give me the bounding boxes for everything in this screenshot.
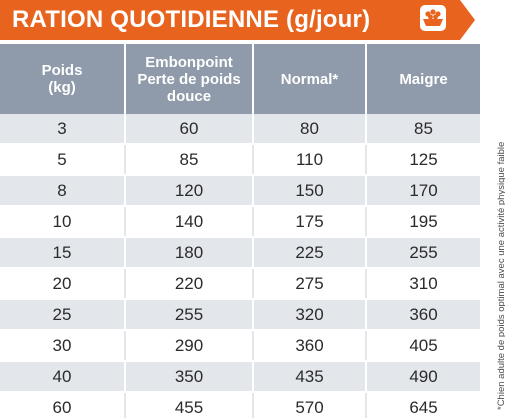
- table-header-row: Poids (kg) Embonpoint Perte de poids dou…: [0, 44, 480, 114]
- table-row: 15 180 225 255: [0, 237, 480, 269]
- cell-poids: 15: [0, 237, 126, 269]
- cell-poids: 8: [0, 175, 126, 207]
- table-row: 30 290 360 405: [0, 330, 480, 362]
- cell-normal: 110: [253, 144, 367, 176]
- cell-poids: 30: [0, 330, 126, 362]
- cell-poids: 20: [0, 268, 126, 300]
- cell-embonpoint: 220: [125, 268, 254, 300]
- cell-maigre: 490: [366, 361, 480, 393]
- table-row: 25 255 320 360: [0, 299, 480, 331]
- cell-normal: 225: [253, 237, 367, 269]
- cell-embonpoint: 60: [125, 114, 254, 145]
- cell-maigre: 170: [366, 175, 480, 207]
- footnote: *Chien adulte de poids optimal avec une …: [496, 141, 505, 410]
- cell-normal: 435: [253, 361, 367, 393]
- cell-poids: 3: [0, 114, 126, 145]
- cell-embonpoint: 350: [125, 361, 254, 393]
- table-row: 60 455 570 645: [0, 392, 480, 418]
- cell-embonpoint: 85: [125, 144, 254, 176]
- cell-embonpoint: 255: [125, 299, 254, 331]
- cell-poids: 10: [0, 206, 126, 238]
- cell-maigre: 195: [366, 206, 480, 238]
- cell-embonpoint: 140: [125, 206, 254, 238]
- cell-embonpoint: 180: [125, 237, 254, 269]
- column-header-embonpoint: Embonpoint Perte de poids douce: [125, 44, 254, 114]
- cell-poids: 40: [0, 361, 126, 393]
- cell-normal: 570: [253, 392, 367, 418]
- column-header-normal: Normal*: [253, 44, 367, 114]
- cell-maigre: 125: [366, 144, 480, 176]
- cell-maigre: 85: [366, 114, 480, 145]
- column-header-maigre: Maigre: [366, 44, 480, 114]
- banner-title: RATION QUOTIDIENNE (g/jour): [12, 6, 371, 33]
- table-row: 40 350 435 490: [0, 361, 480, 393]
- table-row: 8 120 150 170: [0, 175, 480, 207]
- cell-normal: 150: [253, 175, 367, 207]
- ration-banner: RATION QUOTIDIENNE (g/jour): [0, 0, 475, 40]
- cell-maigre: 360: [366, 299, 480, 331]
- table-row: 10 140 175 195: [0, 206, 480, 238]
- cell-normal: 320: [253, 299, 367, 331]
- cell-normal: 275: [253, 268, 367, 300]
- column-header-poids: Poids (kg): [0, 44, 126, 114]
- cell-poids: 5: [0, 144, 126, 176]
- cell-maigre: 405: [366, 330, 480, 362]
- cell-poids: 25: [0, 299, 126, 331]
- table-row: 5 85 110 125: [0, 144, 480, 176]
- cell-maigre: 255: [366, 237, 480, 269]
- cell-embonpoint: 455: [125, 392, 254, 418]
- cell-maigre: 645: [366, 392, 480, 418]
- cell-embonpoint: 290: [125, 330, 254, 362]
- cell-maigre: 310: [366, 268, 480, 300]
- cell-normal: 80: [253, 114, 367, 145]
- cell-normal: 360: [253, 330, 367, 362]
- table-row: 20 220 275 310: [0, 268, 480, 300]
- cell-embonpoint: 120: [125, 175, 254, 207]
- banner-shape: [0, 0, 475, 40]
- food-bowl-icon: [420, 5, 446, 31]
- ration-table: Poids (kg) Embonpoint Perte de poids dou…: [0, 44, 480, 418]
- cell-poids: 60: [0, 392, 126, 418]
- cell-normal: 175: [253, 206, 367, 238]
- table-row: 3 60 80 85: [0, 114, 480, 145]
